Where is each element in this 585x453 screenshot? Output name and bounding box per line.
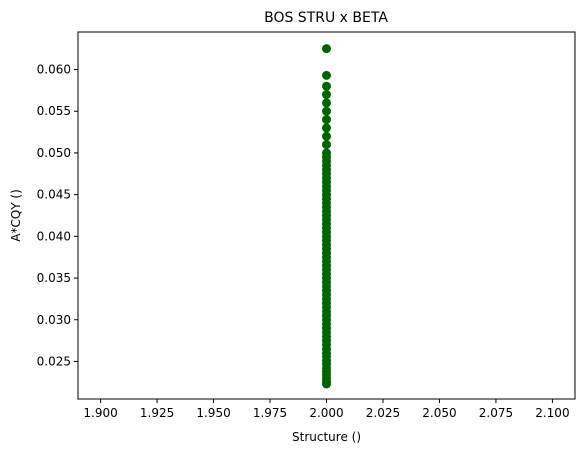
y-tick-label: 0.030 [37, 313, 71, 327]
x-tick-label: 2.050 [422, 406, 456, 420]
y-tick-label: 0.060 [37, 63, 71, 77]
x-tick-label: 1.950 [196, 406, 230, 420]
data-point [322, 140, 331, 150]
data-point [322, 123, 331, 133]
y-tick-label: 0.035 [37, 271, 71, 285]
x-tick-label: 2.025 [366, 406, 400, 420]
data-point [322, 131, 331, 141]
y-tick-label: 0.050 [37, 146, 71, 160]
x-tick-label: 1.975 [253, 406, 287, 420]
x-tick-label: 2.100 [535, 406, 569, 420]
x-tick-label: 2.075 [479, 406, 513, 420]
data-point [322, 106, 331, 116]
data-point [322, 81, 331, 91]
y-tick-label: 0.025 [37, 354, 71, 368]
x-tick-label: 1.925 [140, 406, 174, 420]
x-axis-title: Structure () [292, 430, 361, 444]
y-tick-label: 0.040 [37, 229, 71, 243]
data-point [322, 148, 331, 158]
y-tick-label: 0.045 [37, 188, 71, 202]
chart-title: BOS STRU x BETA [264, 10, 388, 26]
y-axis: 0.025 0.030 0.035 0.040 0.045 0.050 0.055 0.060 [37, 63, 78, 368]
data-point [322, 70, 331, 80]
x-tick-label: 2.000 [309, 406, 343, 420]
data-point [322, 115, 331, 125]
data-point [322, 44, 331, 54]
data-points [322, 44, 331, 389]
y-axis-title: A*CQY () [9, 189, 23, 242]
y-tick-label: 0.055 [37, 104, 71, 118]
x-axis: 1.900 1.925 1.950 1.975 2.000 2.025 2.050 2.075… [83, 399, 570, 420]
data-point [322, 90, 331, 100]
data-point [322, 98, 331, 108]
x-tick-label: 1.900 [83, 406, 117, 420]
